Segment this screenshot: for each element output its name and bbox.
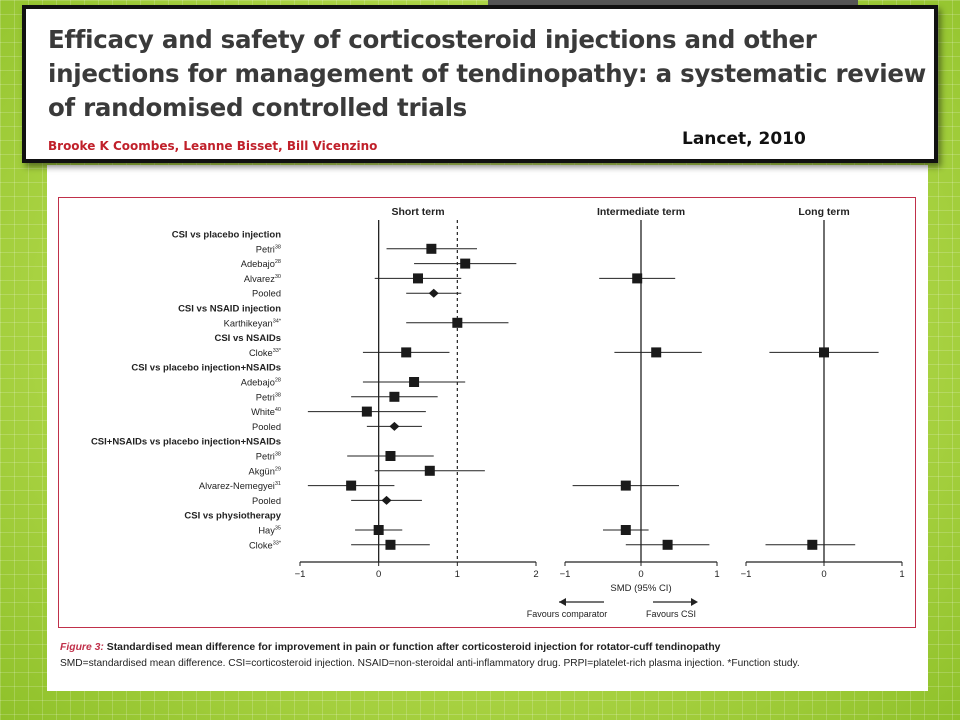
study-label: Adebajo28 <box>241 259 281 269</box>
favours-left-label: Favours comparator <box>527 609 608 619</box>
point-estimate-square <box>807 539 818 550</box>
point-estimate-square <box>413 273 423 284</box>
study-reference: 33* <box>273 540 282 546</box>
panel-title-long: Long term <box>798 206 849 218</box>
study-reference: 33* <box>273 348 282 354</box>
caption-abbreviations: SMD=standardised mean difference. CSI=co… <box>60 658 800 669</box>
study-label: Cloke33* <box>249 540 282 550</box>
study-label: Adebajo28 <box>241 378 281 388</box>
study-label: Petri38 <box>256 392 281 402</box>
tick-label-intermediate: 0 <box>638 569 643 580</box>
tick-label-intermediate: −1 <box>560 569 571 580</box>
pooled-estimate-diamond <box>389 421 400 431</box>
study-reference: 30 <box>275 274 281 280</box>
study-label: Hay35 <box>258 526 281 536</box>
pooled-estimate-diamond <box>381 495 392 505</box>
point-estimate-square <box>424 465 435 476</box>
group-header: CSI vs NSAIDs <box>214 333 281 344</box>
pooled-estimate-diamond <box>428 288 439 298</box>
forest-plot-frame: Short term Intermediate term Long term −1 0 1… <box>58 197 916 628</box>
tick-label-intermediate: 1 <box>714 569 719 580</box>
favours-right-arrowhead <box>691 598 698 606</box>
point-estimate-square <box>819 347 829 358</box>
point-estimate-square <box>385 539 396 550</box>
study-label: Pooled <box>252 422 281 432</box>
paper-header: Efficacy and safety of corticosteroid in… <box>22 5 938 163</box>
tick-label-long: −1 <box>741 569 752 580</box>
study-reference: 40 <box>275 407 281 413</box>
study-label: Petri38 <box>256 244 281 254</box>
point-estimate-square <box>452 317 463 328</box>
study-reference: 38 <box>275 452 281 458</box>
group-header: CSI vs placebo injection+NSAIDs <box>131 363 281 374</box>
study-label: Petri38 <box>256 452 281 462</box>
study-label: Akgün29 <box>249 466 282 476</box>
point-estimate-square <box>409 377 420 387</box>
group-header: CSI vs placebo injection <box>172 230 281 241</box>
figure-caption: Figure 3: Standardised mean difference f… <box>60 640 920 672</box>
study-reference: 31 <box>275 481 281 487</box>
tick-label-short: 1 <box>455 569 460 580</box>
tick-label-short: −1 <box>295 569 306 580</box>
study-reference: 28 <box>275 378 281 384</box>
point-estimate-square <box>361 406 372 417</box>
study-label: Pooled <box>252 289 281 299</box>
paper-authors: Brooke K Coombes, Leanne Bisset, Bill Vi… <box>48 139 378 153</box>
point-estimate-square <box>385 451 396 461</box>
point-estimate-square <box>426 243 437 254</box>
journal-citation: Lancet, 2010 <box>682 129 806 149</box>
panel-title-intermediate: Intermediate term <box>597 206 685 218</box>
point-estimate-square <box>651 347 662 358</box>
study-reference: 28 <box>275 259 281 265</box>
panel-title-short: Short term <box>391 206 444 218</box>
point-estimate-square <box>401 347 412 358</box>
x-axis-label: SMD (95% CI) <box>610 583 671 594</box>
favours-left-arrowhead <box>559 598 566 606</box>
study-label: Karthikeyan34* <box>224 318 282 328</box>
tick-label-long: 1 <box>899 569 904 580</box>
point-estimate-square <box>662 539 673 550</box>
forest-plot: Short term Intermediate term Long term −1 0 1… <box>91 206 905 619</box>
tick-label-short: 0 <box>376 569 381 580</box>
study-reference: 29 <box>275 466 281 472</box>
study-reference: 35 <box>275 526 281 532</box>
favours-right-label: Favours CSI <box>646 609 696 619</box>
tick-label-long: 0 <box>821 569 826 580</box>
point-estimate-square <box>346 480 357 491</box>
study-label: Alvarez30 <box>244 274 281 284</box>
study-reference: 38 <box>275 244 281 250</box>
point-estimate-square <box>620 480 631 491</box>
point-estimate-square <box>620 525 631 535</box>
study-label: Alvarez-Nemegyei31 <box>199 481 281 491</box>
caption-main: Standardised mean difference for improve… <box>103 642 721 653</box>
study-label: Pooled <box>252 496 281 506</box>
point-estimate-square <box>460 258 471 269</box>
study-reference: 38 <box>275 392 281 398</box>
study-label: Cloke33* <box>249 348 282 358</box>
point-estimate-square <box>632 273 643 284</box>
tick-label-short: 2 <box>533 569 538 580</box>
study-label: White40 <box>251 407 281 417</box>
point-estimate-square <box>373 525 384 535</box>
group-header: CSI+NSAIDs vs placebo injection+NSAIDs <box>91 437 281 448</box>
group-header: CSI vs physiotherapy <box>184 511 281 522</box>
paper-title: Efficacy and safety of corticosteroid in… <box>48 25 926 122</box>
study-reference: 34* <box>273 318 282 324</box>
caption-title: Figure 3: <box>60 642 104 653</box>
point-estimate-square <box>389 391 400 402</box>
group-header: CSI vs NSAID injection <box>178 304 281 315</box>
